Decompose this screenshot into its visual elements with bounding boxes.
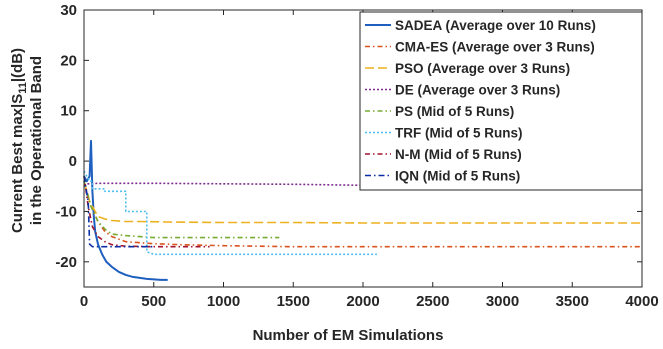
- y-axis-label-main: Current Best max|S: [9, 94, 26, 233]
- legend-label: PS (Mid of 5 Runs): [395, 104, 514, 119]
- x-tick-label: 500: [141, 293, 166, 310]
- legend-box: [359, 11, 643, 191]
- y-tick-label: 10: [60, 103, 77, 120]
- series-line-5: [83, 180, 280, 239]
- y-tick-label: -20: [55, 254, 77, 271]
- y-tick-label: -10: [55, 203, 77, 220]
- y-tick-label: 20: [60, 52, 77, 69]
- legend-label: IQN (Mid of 5 Runs): [395, 169, 520, 184]
- series-line-7: [83, 176, 210, 248]
- y-tick-label: 30: [60, 2, 77, 19]
- y-tick-label: 0: [69, 153, 77, 170]
- legend-label: PSO (Average over 3 Runs): [395, 61, 570, 76]
- legend-label: N-M (Mid of 5 Runs): [395, 147, 522, 162]
- y-axis: 30 20 10 0 -10 -20: [55, 2, 642, 271]
- series-line-2: [83, 180, 642, 248]
- x-tick-label: 1500: [277, 293, 310, 310]
- series-line-8: [83, 176, 154, 248]
- x-tick-label: 4000: [625, 293, 658, 310]
- x-tick-label: 1000: [207, 293, 240, 310]
- series-line-3: [83, 180, 642, 224]
- x-tick-label: 3500: [556, 293, 589, 310]
- legend-label: SADEA (Average over 10 Runs): [395, 18, 596, 33]
- legend-label: TRF (Mid of 5 Runs): [395, 126, 522, 141]
- x-tick-label: 2500: [416, 293, 449, 310]
- legend-label: CMA-ES (Average over 3 Runs): [395, 40, 595, 55]
- x-tick-label: 0: [80, 293, 88, 310]
- y-axis-label-line2: in the Operational Band: [28, 56, 45, 225]
- y-axis-label-line1: Current Best max|S11|(dB): [9, 48, 29, 233]
- series-line-6: [83, 170, 377, 256]
- x-axis-label: Number of EM Simulations: [253, 327, 444, 344]
- y-axis-label-unit: |(dB): [9, 48, 26, 82]
- series-line-1: [83, 139, 168, 281]
- x-tick-label: 2000: [346, 293, 379, 310]
- plot-area: [83, 139, 643, 281]
- legend-label: DE (Average over 3 Runs): [395, 83, 560, 98]
- legend: SADEA (Average over 10 Runs) CMA-ES (Aver…: [359, 11, 643, 191]
- y-axis-label: Current Best max|S11|(dB) in the Operati…: [9, 48, 45, 233]
- x-tick-label: 3000: [486, 293, 519, 310]
- x-axis: 0 500 1000 1500 2000 2500 3000 3500 4000: [80, 10, 659, 310]
- y-axis-label-subscript: 11: [17, 82, 29, 94]
